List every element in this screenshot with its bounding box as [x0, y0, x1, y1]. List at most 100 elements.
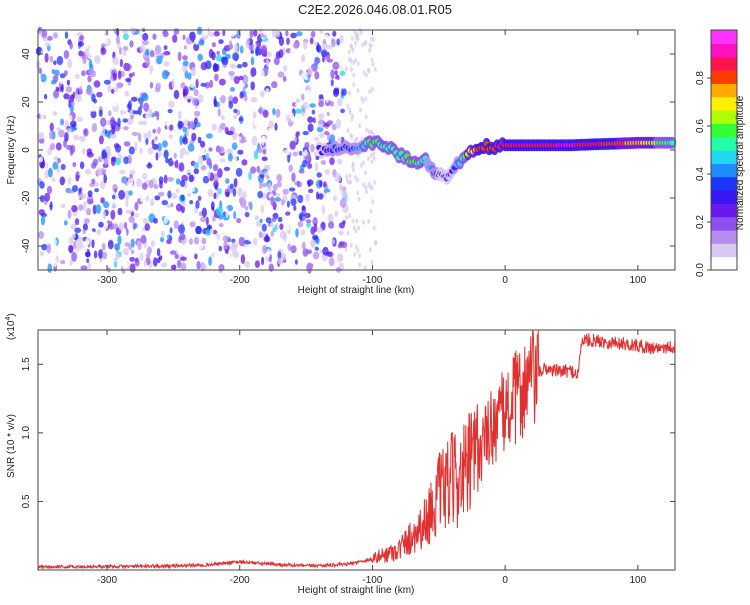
spectrogram-noise-cell — [333, 195, 337, 202]
spectrogram-noise-cell — [138, 35, 142, 41]
spectrogram-noise-cell — [216, 206, 224, 216]
spectrogram-noise-cell — [86, 88, 93, 96]
spectrogram-noise-cell — [200, 165, 207, 171]
spectrogram-noise-cell — [285, 30, 289, 37]
spectrogram-noise-cell — [52, 161, 59, 170]
spectrogram-noise-cell — [122, 33, 129, 41]
spectrogram-noise-cell — [208, 256, 213, 266]
spectrogram-noise-cell — [60, 83, 64, 93]
spectrogram-noise-cell — [269, 64, 273, 71]
y-tick-label: 40 — [21, 48, 32, 60]
spectrogram-noise-cell — [327, 133, 332, 142]
spectrogram-noise-cell — [70, 94, 75, 103]
spectrogram-noise-cell — [100, 180, 106, 190]
spectrogram-noise-cell — [305, 263, 313, 272]
spectrogram-noise-cell — [153, 257, 158, 267]
spectrogram-noise-cell — [85, 238, 91, 246]
spectrogram-noise-cell — [125, 209, 132, 214]
spectrogram-noise-cell — [57, 253, 64, 260]
spectrogram-noise-cell — [172, 34, 178, 43]
spectrogram-noise-cell — [330, 199, 335, 207]
spectrogram-noise-cell — [138, 96, 144, 105]
spectrogram-noise-cell — [138, 132, 142, 143]
spectrogram-noise-cell — [139, 194, 144, 203]
y-tick-label: 0 — [21, 147, 32, 153]
spectrogram-noise-cell — [348, 213, 351, 219]
x-tick-label: -100 — [362, 575, 382, 586]
spectrogram-noise-cell — [274, 122, 278, 131]
spectrogram-noise-cell — [372, 225, 376, 231]
spectrogram-noise-cell — [39, 195, 45, 203]
spectrogram-noise-cell — [130, 238, 135, 248]
spectrogram-noise-cell — [219, 122, 226, 130]
colorbar-tick-label: 0.2 — [695, 215, 706, 229]
spectrogram-noise-cell — [96, 145, 103, 151]
spectrogram-noise-cell — [122, 261, 129, 269]
spectrogram-noise-cell — [87, 262, 92, 271]
spectrogram-noise-cell — [259, 70, 265, 81]
spectrogram-noise-cell — [182, 201, 186, 208]
spectrogram-noise-cell — [224, 199, 230, 205]
spectrogram-noise-cell — [356, 190, 360, 196]
spectrogram-noise-cell — [251, 135, 258, 146]
spectrogram-noise-cell — [95, 35, 101, 45]
spectrogram-noise-cell — [200, 82, 207, 87]
spectrogram-noise-cell — [261, 192, 267, 199]
spectrogram-noise-cell — [286, 200, 290, 208]
spectrogram-noise-cell — [189, 186, 196, 193]
spectrogram-noise-cell — [51, 130, 56, 140]
spectrogram-noise-cell — [169, 250, 177, 255]
spectrogram-noise-cell — [217, 257, 223, 264]
snr-y-ticks: 0.5 1.0 1.5 — [21, 357, 675, 508]
spectrogram-noise-cell — [352, 82, 356, 87]
spectrogram-noise-cell — [372, 155, 376, 161]
spectrogram-noise-cell — [324, 131, 330, 136]
spectrogram-noise-cell — [167, 234, 172, 240]
spectrogram-noise-cell — [173, 220, 179, 230]
spectrogram-noise-cell — [314, 136, 320, 142]
spectrogram-noise-cell — [330, 79, 334, 87]
spectrogram-noise-cell — [144, 192, 149, 198]
y-tick-label: -40 — [21, 238, 32, 253]
spectrogram-noise-cell — [300, 64, 305, 71]
spectrogram-noise-cell — [266, 51, 272, 58]
spectrogram-noise-cell — [350, 36, 354, 41]
spectrogram-noise-cell — [332, 88, 340, 97]
x-tick-label: -300 — [97, 575, 117, 586]
spectrogram-noise-cell — [157, 142, 162, 152]
spectrogram-noise-cell — [353, 175, 357, 181]
spectrogram-noise-cell — [307, 116, 314, 123]
spectrogram-noise-cell — [79, 135, 86, 143]
spectrogram-noise-cell — [261, 223, 267, 232]
spectrogram-noise-cell — [89, 231, 96, 239]
spectrogram-noise-cell — [193, 42, 200, 52]
spectrogram-noise-cell — [82, 148, 86, 155]
spectrogram-noise-cell — [126, 117, 134, 126]
spectrogram-noise-cell — [304, 212, 311, 219]
spectrogram-noise-cell — [364, 185, 368, 191]
spectrogram-noise-cell — [232, 188, 237, 197]
spectrogram-noise-cell — [134, 213, 140, 218]
y-tick-label: 20 — [21, 96, 32, 108]
spectrogram-noise-cell — [253, 42, 257, 49]
spectrogram-noise-cell — [74, 227, 82, 234]
spectrogram-noise-cell — [202, 175, 210, 184]
spectrogram-noise-cell — [270, 230, 274, 237]
spectrogram-noise-cell — [225, 208, 229, 218]
spectrogram-noise-cell — [218, 245, 223, 252]
spectrogram-noise-cell — [313, 107, 319, 118]
spectrogram-noise-cell — [308, 91, 315, 99]
spectrogram-noise-cell — [319, 180, 323, 188]
spectrogram-noise-cell — [186, 186, 191, 194]
snr-panel: -300 -200 -100 0 100 0.5 1.0 1.5 Height of str… — [5, 313, 676, 596]
spectrogram-noise-cell — [223, 166, 231, 171]
spectrogram-noise-cell — [353, 40, 357, 46]
spectrogram-noise-cell — [47, 263, 53, 274]
spectrogram-noise-cell — [217, 108, 221, 117]
spectrogram-noise-cell — [290, 32, 297, 39]
spectrogram-noise-cell — [129, 256, 136, 262]
spectrogram-noise-cell — [113, 143, 120, 149]
spectrogram-noise-cell — [338, 222, 345, 229]
spectrogram-noise-cell — [175, 178, 181, 185]
spectrogram-noise-cell — [293, 205, 297, 212]
